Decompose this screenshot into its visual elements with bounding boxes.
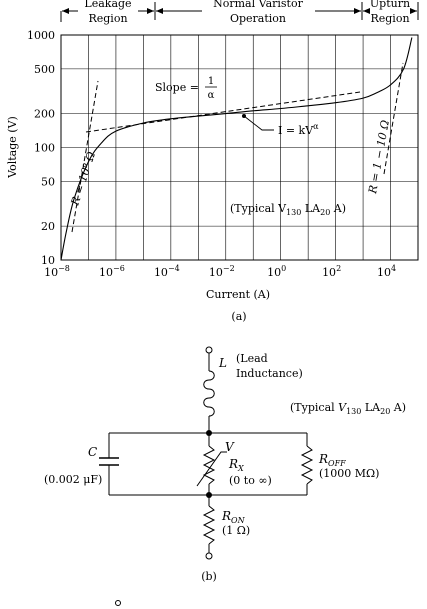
caption-a: (a)	[231, 310, 246, 323]
x-tick-label: 104	[377, 264, 396, 279]
lead-label-1: (Lead	[236, 352, 268, 365]
y-tick-label: 200	[34, 108, 55, 121]
roff-value: (1000 MΩ)	[319, 467, 379, 480]
slope-label: Slope =	[155, 81, 199, 94]
x-tick-label: 10−4	[154, 264, 180, 279]
slope-denominator: α	[208, 90, 215, 101]
inductor-symbol: L	[218, 356, 227, 370]
varistor-v-symbol: V	[225, 440, 235, 454]
upturn-resistance-label: R = 1 − 10 Ω	[366, 119, 392, 195]
y-tick-label: 500	[34, 63, 55, 76]
x-tick-label: 102	[322, 264, 341, 279]
slope-numerator: 1	[208, 76, 214, 87]
lead-inductor	[203, 370, 215, 417]
normal-asymptote	[85, 91, 361, 133]
normal-operation-label-2: Operation	[230, 12, 286, 25]
x-tick-labels: 10−8 10−6 10−4 10−2 100 102 104	[44, 264, 396, 279]
varistor-resistor	[202, 445, 216, 485]
ron-resistor	[202, 505, 216, 545]
x-tick-label: 100	[267, 264, 286, 279]
typical-part-note: (Typical V130 LA20 A)	[230, 202, 346, 217]
typical-part-label: (Typical V130 LA20 A)	[290, 401, 406, 416]
lead-label-2: Inductance)	[236, 367, 303, 380]
capacitor-value: (0.002 μF)	[44, 473, 102, 486]
y-tick-label: 20	[41, 220, 55, 233]
vi-curve	[60, 37, 413, 261]
y-tick-label: 100	[34, 142, 55, 155]
x-tick-label: 10−6	[99, 264, 125, 279]
top-junction	[206, 430, 212, 436]
leakage-asymptote	[71, 80, 99, 233]
leakage-region-label-2: Region	[88, 12, 127, 25]
y-tick-label: 10	[41, 254, 55, 267]
y-tick-label: 1000	[27, 29, 55, 42]
y-tick-label: 50	[41, 175, 55, 188]
ron-symbol: RON	[221, 509, 246, 525]
x-tick-label: 10−2	[209, 264, 235, 279]
top-terminal	[205, 346, 213, 354]
stray-terminal	[115, 600, 121, 606]
leakage-region-label: Leakage	[84, 0, 131, 10]
power-law-label: I = kVα	[278, 122, 319, 137]
capacitor-symbol: C	[88, 445, 97, 459]
roff-resistor	[300, 445, 314, 485]
leakage-resistance-label: R = 10⁹ Ω	[68, 150, 98, 208]
y-axis-label: Voltage (V)	[6, 116, 19, 179]
upturn-region-label: Upturn	[370, 0, 410, 10]
ron-value: (1 Ω)	[222, 524, 250, 537]
upturn-asymptote	[383, 62, 404, 175]
region-bar	[60, 2, 419, 22]
variable-arrow	[196, 451, 227, 487]
x-axis-label: Current (A)	[206, 288, 270, 301]
y-tick-labels: 1000 500 200 100 50 20 10	[27, 29, 55, 267]
bottom-terminal	[205, 552, 213, 560]
x-tick-label: 10−8	[44, 264, 70, 279]
rx-symbol: RX	[228, 457, 244, 473]
roff-symbol: ROFF	[318, 452, 346, 468]
upturn-region-label-2: Region	[370, 12, 409, 25]
plot-frame	[60, 34, 419, 261]
caption-b: (b)	[201, 570, 217, 583]
law-leader-dot	[242, 114, 246, 118]
circuit	[99, 346, 314, 560]
chart-grid	[61, 35, 418, 260]
rx-value: (0 to ∞)	[229, 474, 272, 487]
law-leader-line	[243, 115, 274, 131]
normal-operation-label: Normal Varistor	[213, 0, 303, 10]
